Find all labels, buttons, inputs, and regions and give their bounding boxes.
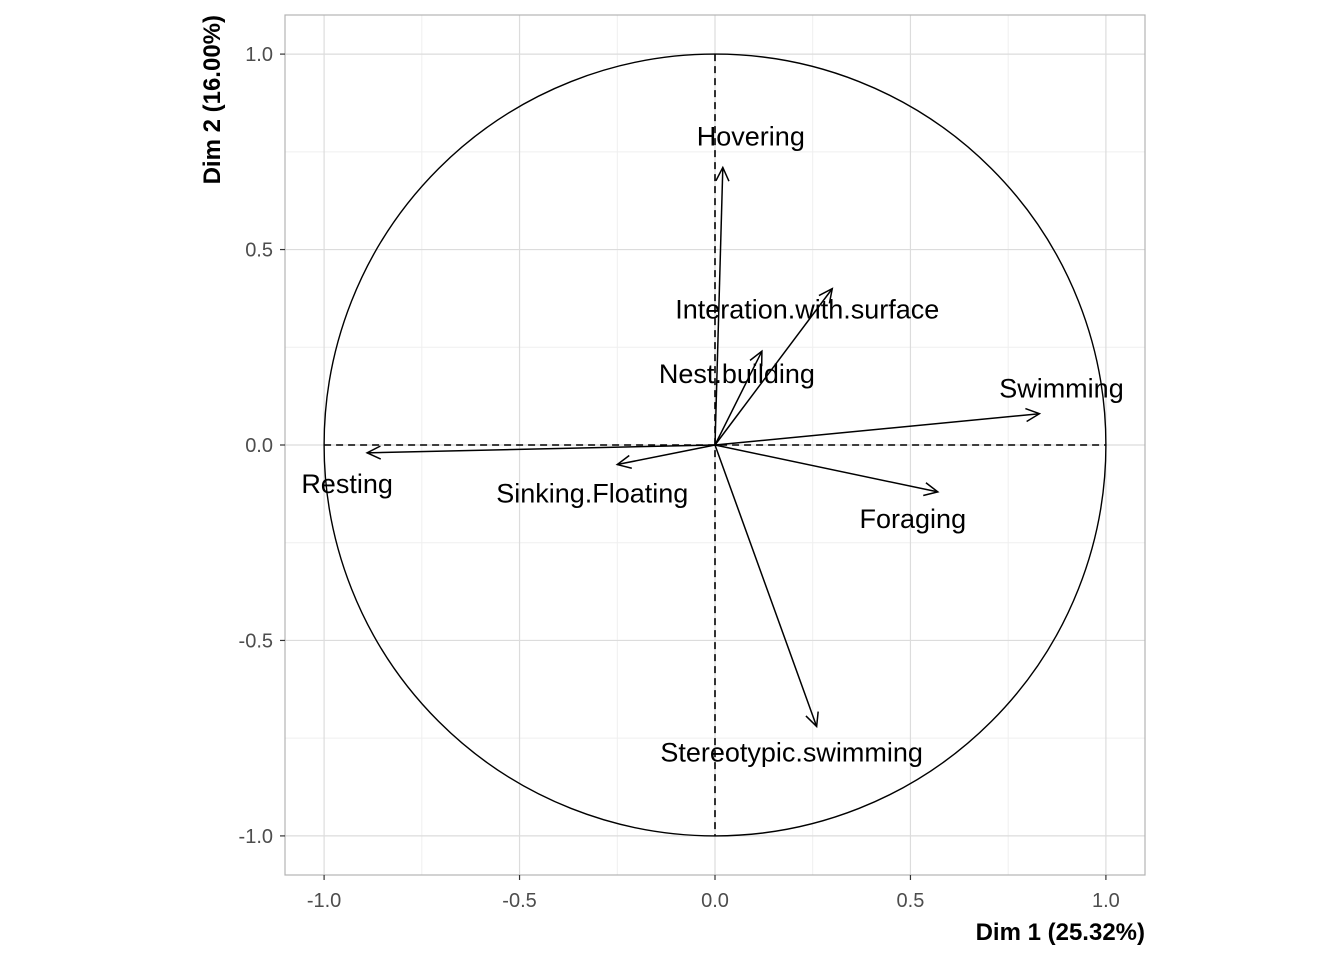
label-hovering: Hovering — [697, 121, 805, 151]
arrow-sinking-floating — [617, 444, 716, 466]
label-foraging: Foraging — [860, 504, 967, 534]
variable-labels: Hovering Interation.with.surface Nest.buil… — [301, 121, 1123, 767]
label-swimming: Swimming — [999, 374, 1124, 404]
arrow-stereotypic-swimming — [714, 444, 818, 727]
label-interation-with-surface: Interation.with.surface — [675, 295, 939, 325]
arrow-foraging — [714, 444, 938, 493]
label-sinking-floating: Sinking.Floating — [496, 479, 688, 509]
unit-circle — [323, 53, 1107, 837]
arrowhead-swimming — [1025, 407, 1042, 423]
arrowhead-sinking-floating — [615, 454, 632, 470]
y-axis-title: Dim 2 (16.00%) — [199, 15, 226, 184]
x-tick-label: 0.5 — [897, 890, 925, 912]
x-axis-title: Dim 1 (25.32%) — [976, 919, 1145, 946]
x-tick-label: -1.0 — [307, 890, 341, 912]
y-tick-label: 0.5 — [245, 240, 273, 262]
label-resting: Resting — [301, 469, 393, 499]
y-tick-label: -0.5 — [239, 630, 273, 652]
y-tick-label: -1.0 — [239, 826, 273, 848]
y-tick-label: 0.0 — [245, 435, 273, 457]
arrow-swimming — [714, 412, 1040, 446]
arrow-nest-building — [714, 350, 763, 446]
arrowhead-hovering — [715, 165, 730, 182]
axis-ticks: -1.0 -0.5 0.0 0.5 1.0 -1.0 -0.5 0.0 0.5 1.0 — [239, 44, 1120, 912]
arrow-resting — [367, 444, 716, 454]
label-nest-building: Nest.building — [659, 359, 815, 389]
variable-arrows — [365, 165, 1042, 729]
x-tick-label: 0.0 — [701, 890, 729, 912]
x-tick-label: 1.0 — [1092, 890, 1120, 912]
label-stereotypic-swimming: Stereotypic.swimming — [660, 737, 923, 767]
arrowhead-foraging — [923, 482, 940, 497]
arrowhead-resting — [365, 445, 382, 460]
arrowhead-interation-with-surface — [818, 287, 834, 304]
arrow-hovering — [714, 167, 724, 446]
arrow-interation-with-surface — [714, 288, 833, 446]
arrowhead-stereotypic-swimming — [805, 711, 819, 729]
y-tick-label: 1.0 — [245, 44, 273, 66]
x-tick-label: -0.5 — [502, 890, 536, 912]
arrowhead-nest-building — [749, 349, 763, 367]
